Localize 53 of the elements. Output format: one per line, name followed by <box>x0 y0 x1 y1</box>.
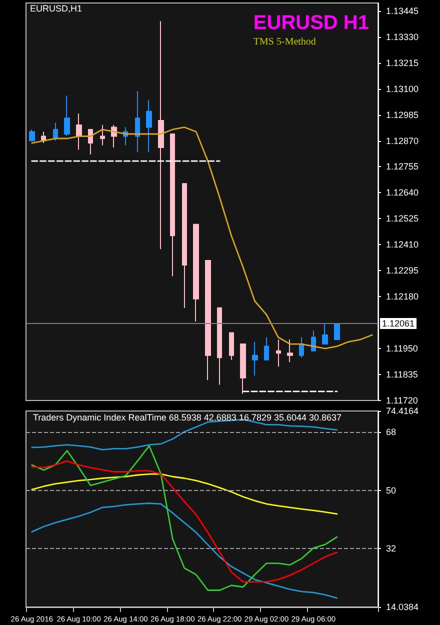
annotation: EURUSD,H1 <box>30 4 82 14</box>
y-tick-label: 74.4164 <box>386 406 419 416</box>
y-tick-label: 1.12870 <box>386 136 419 146</box>
text: TMS 5-Method <box>253 36 316 48</box>
line-series <box>31 126 373 350</box>
candlestick <box>240 344 246 394</box>
y-tick-label: 1.12755 <box>386 162 419 172</box>
candlestick <box>76 113 82 150</box>
y-tick-label: 1.11950 <box>386 344 418 354</box>
candlestick <box>299 336 304 358</box>
candlestick <box>311 330 316 352</box>
chart-title: EURUSD H1 <box>253 12 369 34</box>
line-series <box>31 445 338 591</box>
candlestick <box>182 183 187 308</box>
candlestick <box>334 323 340 340</box>
y-tick-label: 1.12640 <box>386 188 419 198</box>
candlestick <box>170 133 175 277</box>
y-tick-label: 1.13330 <box>386 32 419 42</box>
y-tick-label: 68 <box>386 426 396 437</box>
y-tick-label: 1.13100 <box>386 84 419 94</box>
candlestick <box>53 122 58 142</box>
candlestick <box>322 323 328 345</box>
candlestick <box>264 336 269 360</box>
y-tick-label: 1.12985 <box>386 110 419 120</box>
ref-line-label: 1.12061 <box>382 318 415 328</box>
candlestick <box>217 307 222 386</box>
candlestick <box>158 20 164 250</box>
candlestick <box>252 341 258 376</box>
line-series <box>31 502 338 599</box>
y-tick-label: 1.12295 <box>386 266 419 276</box>
candlestick <box>287 339 293 363</box>
candlestick <box>135 90 140 153</box>
line-series <box>31 473 338 515</box>
y-tick-label: 1.13215 <box>386 58 419 68</box>
candlestick <box>100 124 105 146</box>
y-tick-label: 1.11720 <box>386 396 418 406</box>
y-tick-label: 50 <box>386 485 396 496</box>
candlestick <box>29 128 35 142</box>
y-tick-label: 1.12180 <box>386 292 419 302</box>
chart-title: Traders Dynamic Index RealTime 68.5938 42.6883 16.7829 35.6044 30.8637 <box>33 412 342 422</box>
candlestick <box>193 224 199 322</box>
y-tick-label: 1.12410 <box>386 240 419 250</box>
candlestick <box>146 100 152 153</box>
y-tick-label: 1.13445 <box>386 6 419 16</box>
y-tick-label: 1.11835 <box>386 370 418 380</box>
candlestick <box>205 260 211 381</box>
y-tick-label: 32 <box>386 544 396 554</box>
y-tick-label: 1.12525 <box>386 214 419 224</box>
line-series <box>31 460 338 583</box>
candlestick <box>64 95 70 137</box>
candlestick <box>229 332 234 360</box>
y-tick-label: 14.0384 <box>386 602 419 612</box>
candlestick <box>276 339 281 368</box>
